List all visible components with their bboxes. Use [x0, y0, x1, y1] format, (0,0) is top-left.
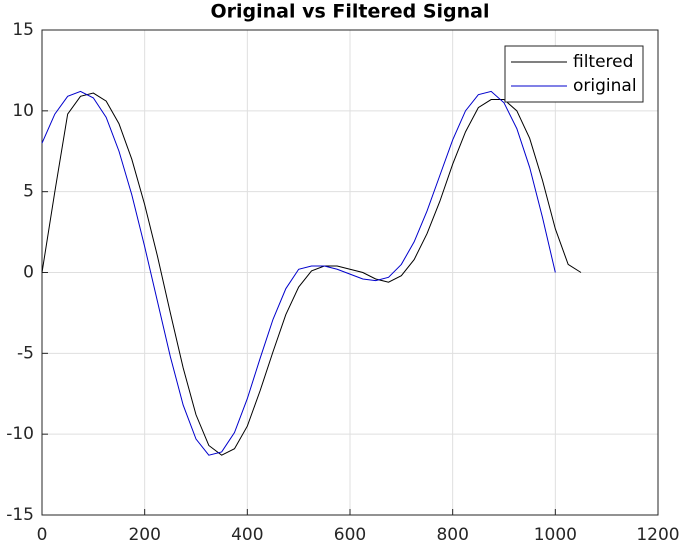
- y-tick-label: 10: [12, 101, 34, 121]
- y-tick-label: 5: [23, 182, 34, 202]
- legend: filtered original: [504, 45, 644, 103]
- series-line: [41, 90, 556, 456]
- x-tick-label: 400: [231, 525, 263, 545]
- x-tick-label: 200: [128, 525, 160, 545]
- y-tick-label: 15: [12, 20, 34, 40]
- x-tick-label: 1000: [534, 525, 577, 545]
- x-tick-label: 800: [436, 525, 468, 545]
- y-tick-label: 0: [23, 263, 34, 283]
- y-tick-label: -5: [17, 343, 34, 363]
- x-tick-label: 0: [37, 525, 48, 545]
- chart-title: Original vs Filtered Signal: [210, 1, 489, 23]
- y-tick-label: -15: [6, 505, 34, 525]
- legend-label: filtered: [573, 52, 633, 72]
- legend-label: original: [573, 76, 637, 96]
- x-tick-label: 1200: [636, 525, 679, 545]
- x-tick-label: 600: [334, 525, 366, 545]
- series-line: [41, 92, 582, 456]
- y-tick-label: -10: [6, 424, 34, 444]
- legend-box: [504, 45, 644, 103]
